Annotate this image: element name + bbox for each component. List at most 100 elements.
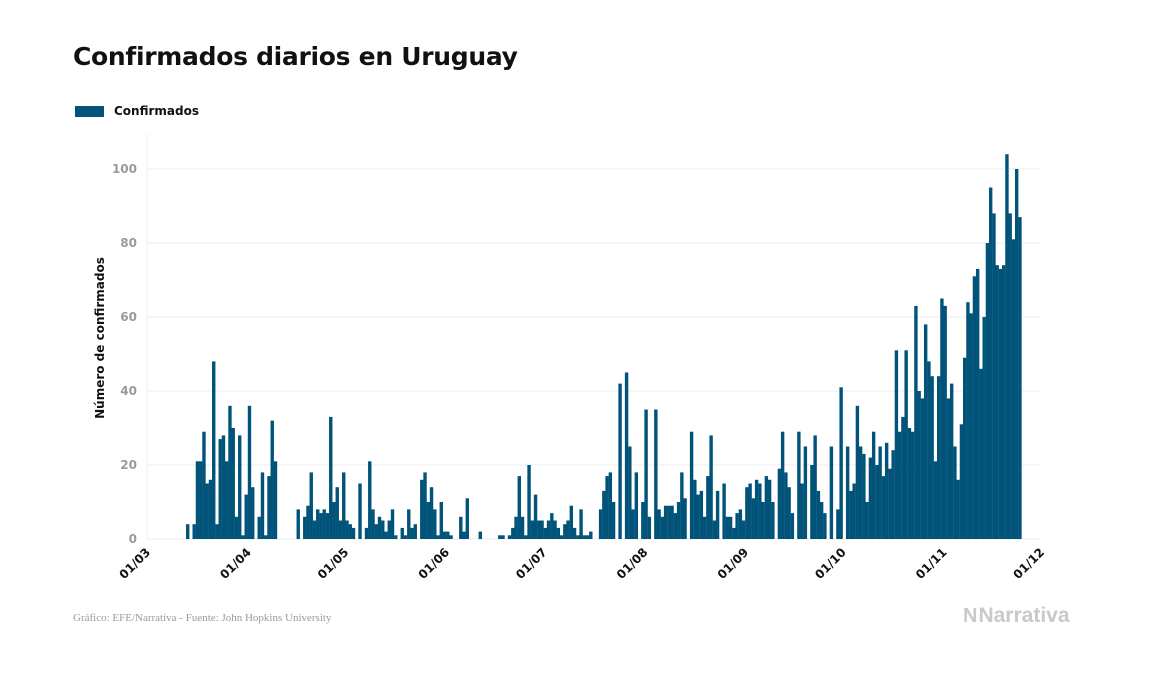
- bar: [910, 431, 915, 539]
- bar: [654, 409, 658, 539]
- bar: [303, 516, 307, 539]
- y-axis-ticks: 0 20 40 60 80 100: [112, 162, 137, 546]
- narrativa-logo-text: Narrativa: [978, 604, 1070, 627]
- bar: [725, 516, 730, 539]
- bar: [319, 513, 323, 539]
- bar: [670, 505, 674, 539]
- bar: [348, 524, 352, 539]
- bar: [628, 446, 632, 539]
- bar: [329, 416, 333, 539]
- bar: [969, 313, 973, 539]
- bar: [657, 509, 661, 539]
- bar: [598, 509, 603, 539]
- bar: [881, 476, 886, 539]
- bar: [251, 487, 255, 539]
- bar: [959, 424, 964, 539]
- bar: [195, 461, 200, 539]
- source-credit: Gráfico: EFE/Narrativa - Fuente: John Ho…: [73, 612, 332, 624]
- bar: [1001, 265, 1006, 539]
- bar: [735, 513, 739, 539]
- bar: [920, 398, 925, 539]
- bar: [884, 442, 889, 539]
- bar: [228, 405, 232, 539]
- bar: [771, 502, 775, 539]
- bar: [439, 502, 443, 539]
- bar: [728, 516, 733, 539]
- bar: [205, 483, 209, 539]
- bar: [273, 461, 278, 539]
- bar: [680, 472, 684, 539]
- bar: [543, 527, 548, 539]
- bar: [985, 243, 990, 539]
- bar: [982, 317, 986, 539]
- bar: [345, 520, 349, 539]
- bar: [673, 513, 678, 539]
- bar: [410, 527, 414, 539]
- bar: [927, 361, 931, 539]
- bar: [413, 524, 417, 539]
- bar: [953, 446, 957, 539]
- bar: [537, 520, 541, 539]
- bar: [689, 431, 694, 539]
- bar: [923, 324, 928, 539]
- bar: [358, 483, 362, 539]
- bar: [546, 520, 551, 539]
- bar: [777, 468, 782, 539]
- bar: [891, 450, 895, 539]
- bar: [907, 428, 912, 539]
- y-tick-label: 100: [112, 162, 137, 176]
- bar: [338, 520, 343, 539]
- bar: [257, 516, 261, 539]
- bar: [858, 446, 863, 539]
- bar: [946, 398, 951, 539]
- bar: [784, 472, 788, 539]
- bar: [241, 535, 245, 539]
- bar: [1018, 217, 1022, 539]
- bar: [478, 531, 482, 539]
- bar: [878, 446, 882, 539]
- bar: [706, 476, 710, 539]
- bar: [904, 350, 908, 539]
- bar: [930, 376, 934, 539]
- legend-swatch-confirmados: [75, 105, 104, 117]
- bar: [738, 509, 743, 539]
- bar: [979, 368, 983, 539]
- bar: [855, 405, 860, 539]
- bar: [192, 524, 196, 539]
- bar: [589, 531, 593, 539]
- bar: [722, 483, 726, 539]
- bar: [644, 409, 648, 539]
- bar: [579, 509, 583, 539]
- bar: [446, 531, 450, 539]
- bar: [186, 524, 190, 539]
- bar: [325, 513, 330, 539]
- bar: [199, 461, 203, 539]
- bar: [221, 435, 226, 539]
- bar: [745, 487, 749, 539]
- bar: [888, 468, 892, 539]
- x-tick-label: 01/12: [1011, 545, 1048, 582]
- bar: [442, 531, 447, 539]
- bar: [374, 524, 378, 539]
- bar: [709, 435, 713, 539]
- bar: [244, 494, 248, 539]
- bar: [608, 472, 613, 539]
- bar: [459, 516, 463, 539]
- bar: [381, 520, 385, 539]
- bar: [556, 527, 561, 539]
- bar: [231, 428, 235, 539]
- bar: [995, 265, 999, 539]
- bar: [309, 472, 313, 539]
- bar: [624, 372, 629, 539]
- bar: [943, 305, 947, 539]
- bar: [712, 520, 717, 539]
- bar: [569, 505, 574, 539]
- bar: [683, 498, 687, 539]
- bar: [849, 490, 853, 539]
- x-tick-label: 01/07: [513, 545, 550, 582]
- bar: [823, 513, 827, 539]
- bar: [351, 527, 356, 539]
- bar: [754, 479, 759, 539]
- bar: [527, 465, 531, 539]
